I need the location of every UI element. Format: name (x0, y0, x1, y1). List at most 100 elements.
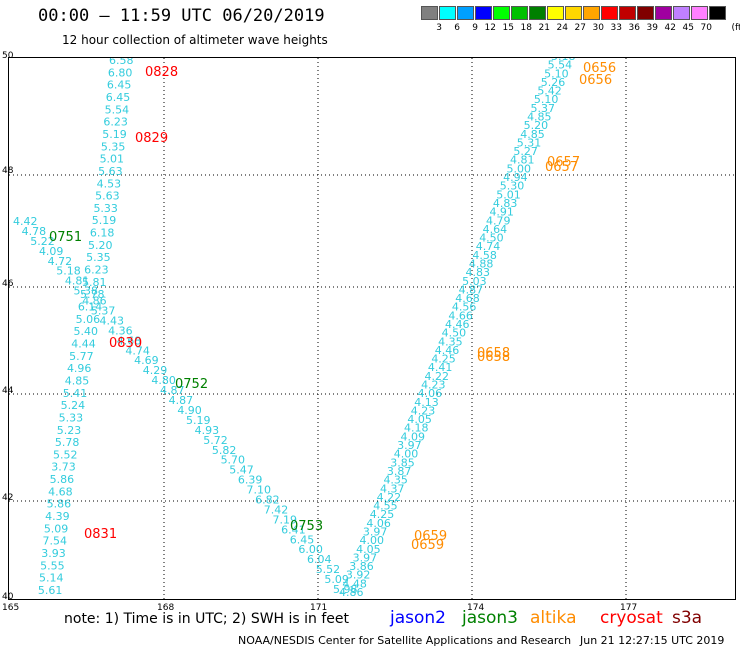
time-label: 0659 (414, 529, 447, 544)
legend-label: 21 (538, 23, 550, 33)
legend-label: 18 (520, 23, 532, 33)
legend-swatch (475, 6, 492, 20)
track-b-value: 5.22 (30, 235, 54, 248)
track-b-value: 4.69 (134, 354, 159, 367)
track-b-value: 4.93 (195, 424, 220, 437)
track-b-value: 5.38 (74, 285, 99, 298)
sat-legend-jason2: jason2 (390, 608, 446, 628)
track-b-value: 6.00 (298, 543, 323, 556)
track-c-value: 4.91 (489, 206, 514, 219)
track-c-value: 4.13 (414, 396, 439, 409)
track-c-value: 4.22 (377, 491, 402, 504)
track-b-value: 4.81 (65, 275, 90, 288)
track-c-value: 4.50 (479, 232, 504, 245)
track-a-value: 5.01 (100, 153, 125, 166)
track-a-value: 7.54 (43, 535, 68, 548)
track-a-value: 4.53 (97, 177, 122, 190)
track-c-value: 5.42 (537, 85, 562, 98)
track-b-value: 6.45 (290, 533, 315, 546)
track-c-value: 5.10 (544, 67, 569, 80)
track-a-value: 5.78 (55, 436, 80, 449)
track-b-value: 4.87 (160, 384, 185, 397)
sat-legend-altika: altika (530, 608, 577, 628)
track-c-value: 5.37 (530, 102, 555, 115)
track-a-value: 5.33 (59, 411, 84, 424)
legend-swatch (709, 6, 726, 20)
track-c-value: 4.50 (442, 327, 467, 340)
track-a-value: 6.80 (108, 66, 133, 79)
track-c-value: 4.35 (383, 474, 408, 487)
track-c-value: 4.05 (407, 413, 432, 426)
track-b-value: 6.82 (255, 493, 280, 506)
track-c-value: 3.97 (353, 551, 378, 564)
legend-unit: (ft) (731, 23, 740, 33)
lat-label-44: 44 (2, 386, 14, 396)
track-b-value: 4.42 (13, 215, 38, 228)
track-a-value: 5.35 (101, 140, 126, 153)
track-a-value: 3.93 (41, 547, 66, 560)
legend-swatch (637, 6, 654, 20)
time-label: 0657 (547, 155, 580, 170)
track-b-value: 5.98 (333, 583, 358, 596)
track-c-value: 5.20 (524, 119, 549, 132)
lat-label-48: 48 (2, 166, 14, 176)
legend-swatch (583, 6, 600, 20)
track-c-value: 4.00 (360, 534, 385, 547)
track-c-value: 4.64 (483, 223, 508, 236)
track-a-value: 5.24 (61, 399, 86, 412)
track-c-value: 4.88 (469, 257, 494, 270)
track-c-value: 4.83 (493, 197, 518, 210)
lat-label-50: 50 (2, 51, 14, 61)
track-b-value: 5.70 (221, 454, 246, 467)
track-b-value: 6.39 (238, 474, 263, 487)
time-label: 0656 (579, 73, 612, 88)
track-c-value: 5.01 (496, 188, 520, 201)
track-c-value: 4.83 (466, 266, 491, 279)
track-b-value: 7.19 (272, 513, 297, 526)
track-b-value: 5.19 (186, 414, 211, 427)
time-label: 0656 (583, 61, 616, 76)
track-a-value: 4.44 (71, 337, 96, 350)
track-c-value: 5.31 (517, 136, 542, 149)
track-a-value: 5.19 (92, 214, 117, 227)
track-c-value: 4.05 (356, 543, 381, 556)
track-a-value: 5.09 (44, 522, 68, 535)
track-a-value: 5.14 (39, 572, 64, 585)
legend-label: 30 (592, 23, 604, 33)
legend-swatch (547, 6, 564, 20)
track-b-value: 6.04 (307, 553, 332, 566)
track-a-value: 5.86 (47, 498, 72, 511)
legend-swatch (601, 6, 618, 20)
track-a-value: 5.23 (57, 424, 82, 437)
track-b-value: 4.90 (177, 404, 202, 417)
track-a-value: 5.06 (76, 313, 101, 326)
sat-legend-jason3: jason3 (462, 608, 518, 628)
track-c-value: 5.54 (548, 59, 573, 72)
map-title: 00:00 — 11:59 UTC 06/20/2019 (38, 6, 325, 26)
track-a-value: 5.52 (53, 448, 78, 461)
legend-label: 9 (472, 23, 478, 33)
track-c-value: 4.79 (486, 214, 511, 227)
legend-label: 36 (628, 23, 640, 33)
track-a-value: 5.40 (73, 325, 98, 338)
track-c-value: 4.35 (438, 335, 463, 348)
track-b-value: 4.74 (125, 344, 150, 357)
track-a-value: 6.45 (107, 79, 132, 92)
time-label: 0751 (49, 230, 82, 245)
time-label: 0657 (545, 160, 578, 175)
legend-label: 45 (682, 23, 694, 33)
sat-legend-cryosat: cryosat (600, 608, 663, 628)
track-c-value: 4.06 (366, 517, 391, 530)
legend-label: 6 (454, 23, 460, 33)
track-b-value: 5.37 (91, 305, 116, 318)
track-b-value: 4.72 (48, 255, 72, 268)
legend-swatch (457, 6, 474, 20)
track-c-value: 4.66 (448, 309, 473, 322)
track-c-value: 3.92 (346, 569, 371, 582)
track-b-value: 5.18 (56, 265, 80, 278)
track-a-value: 5.55 (40, 559, 64, 572)
track-b-value: 4.68 (117, 334, 142, 347)
time-label: 0659 (411, 538, 444, 553)
track-c-value: 5.03 (462, 275, 487, 288)
lon-label-177: 177 (620, 603, 638, 613)
